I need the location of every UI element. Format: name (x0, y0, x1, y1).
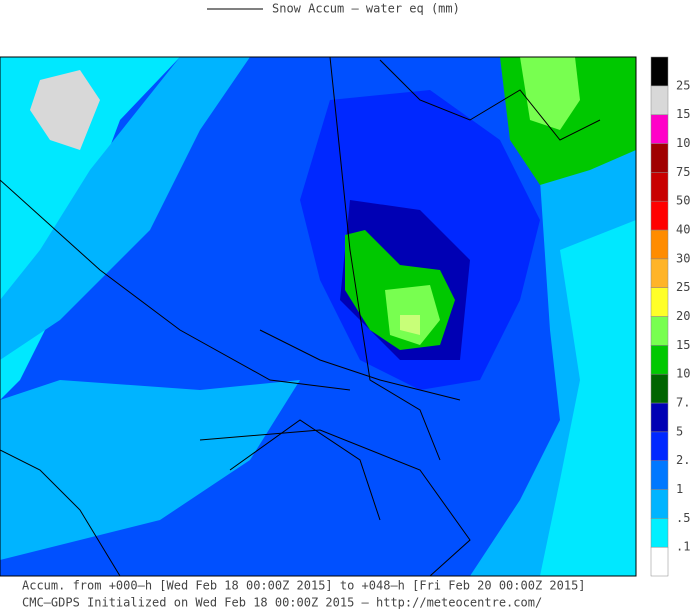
colorbar-label: 40 (676, 223, 690, 237)
colorbar-label: 50 (676, 194, 690, 208)
colorbar-label: 5 (676, 424, 683, 438)
colorbar-label: 75 (676, 165, 690, 179)
colorbar-label: 10 (676, 367, 690, 381)
colorbar-label: .1 (676, 540, 690, 554)
colorbar-box (650, 316, 669, 346)
colorbar-box (650, 431, 669, 461)
colorbar: .1 .5 1 2.5 5 7.5 10 15 20 25 30 40 50 75 100 150 250 (650, 56, 691, 577)
colorbar-box (650, 85, 669, 115)
map-frame (0, 56, 637, 577)
colorbar-label: 30 (676, 251, 690, 265)
colorbar-label: .5 (676, 511, 690, 525)
colorbar-box (650, 56, 669, 87)
footer-line: CMC–GDPS Initialized on Wed Feb 18 00:00… (22, 596, 542, 610)
colorbar-box (650, 402, 669, 433)
map-title: Snow Accum — water eq (mm) (272, 2, 460, 16)
colorbar-label: 150 (676, 107, 691, 121)
colorbar-box (650, 546, 669, 577)
colorbar-label: 1 (676, 482, 683, 496)
colorbar-box (650, 229, 669, 260)
colorbar-box (650, 373, 669, 404)
colorbar-box (650, 172, 669, 202)
colorbar-label: 7.5 (676, 396, 691, 410)
colorbar-label: 20 (676, 309, 690, 323)
colorbar-label: 100 (676, 136, 691, 150)
colorbar-box (650, 460, 669, 490)
colorbar-label: 2.5 (676, 453, 691, 467)
colorbar-label: 250 (676, 78, 691, 92)
colorbar-box (650, 489, 669, 519)
colorbar-box (650, 518, 669, 548)
colorbar-box (650, 200, 669, 231)
colorbar-box (650, 143, 669, 173)
footer-line: Accum. from +000–h [Wed Feb 18 00:00Z 20… (22, 579, 586, 593)
map (0, 56, 636, 577)
colorbar-label: 25 (676, 280, 690, 294)
colorbar-box (650, 114, 669, 144)
colorbar-box (650, 287, 669, 317)
colorbar-box (650, 345, 669, 375)
colorbar-label: 15 (676, 338, 690, 352)
colorbar-box (650, 258, 669, 288)
